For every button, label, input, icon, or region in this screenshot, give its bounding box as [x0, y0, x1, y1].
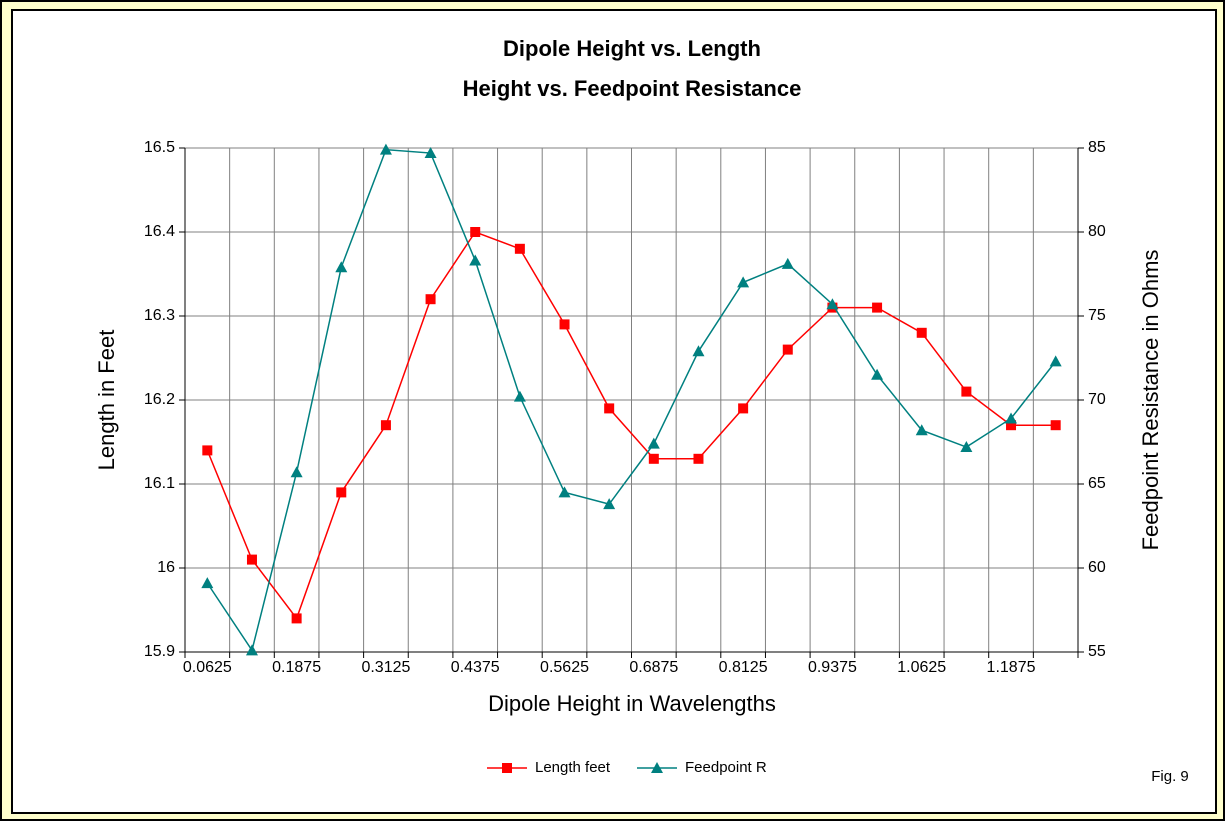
y2-tick-label: 80	[1088, 223, 1106, 240]
y-tick-label: 16.1	[144, 475, 175, 492]
chart-subtitle: Height vs. Feedpoint Resistance	[463, 76, 802, 101]
marker	[424, 147, 437, 159]
marker	[651, 762, 663, 773]
marker	[915, 424, 928, 436]
y2-tick-label: 75	[1088, 307, 1106, 324]
marker	[469, 254, 482, 266]
marker	[737, 276, 750, 288]
x-tick-label: 0.9375	[808, 659, 857, 676]
marker	[961, 386, 972, 397]
series-line	[206, 148, 1057, 653]
annotation: Fig. 9	[1151, 768, 1189, 785]
x-tick-label: 0.3125	[361, 659, 410, 676]
marker	[647, 437, 660, 449]
y2-tick-label: 55	[1088, 643, 1106, 660]
x-tick-label: 1.0625	[897, 659, 946, 676]
marker	[425, 294, 436, 305]
marker	[604, 403, 615, 414]
x-tick-label: 1.1875	[987, 659, 1036, 676]
x-tick-label: 0.6875	[629, 659, 678, 676]
marker	[826, 298, 839, 310]
x-tick-label: 0.8125	[719, 659, 768, 676]
y-tick-label: 16.3	[144, 307, 175, 324]
y2-tick-label: 65	[1088, 475, 1106, 492]
y-tick-label: 16.2	[144, 391, 175, 408]
marker	[1005, 412, 1018, 424]
marker	[559, 319, 570, 330]
y-tick-label: 15.9	[144, 643, 175, 660]
marker	[245, 644, 258, 656]
marker	[380, 420, 391, 431]
x-tick-label: 0.4375	[451, 659, 500, 676]
y2-tick-label: 85	[1088, 139, 1106, 156]
marker	[246, 554, 257, 565]
y2-tick-label: 60	[1088, 559, 1106, 576]
y2-tick-label: 70	[1088, 391, 1106, 408]
series-line	[206, 231, 1056, 620]
marker	[379, 143, 392, 155]
marker	[201, 577, 214, 589]
marker	[513, 390, 526, 402]
y-tick-label: 16.4	[144, 223, 175, 240]
marker	[336, 487, 347, 498]
marker	[693, 453, 704, 464]
y-tick-label: 16	[157, 559, 175, 576]
y-axis-label: Length in Feet	[94, 330, 119, 471]
marker	[603, 498, 616, 510]
x-tick-label: 0.1875	[272, 659, 321, 676]
legend-label: Length feet	[535, 759, 611, 776]
marker	[781, 257, 794, 269]
marker	[1050, 420, 1061, 431]
x-tick-label: 0.0625	[183, 659, 232, 676]
y2-axis-label: Feedpoint Resistance in Ohms	[1138, 250, 1163, 551]
x-axis-label: Dipole Height in Wavelengths	[488, 691, 776, 716]
marker	[738, 403, 749, 414]
marker	[872, 302, 883, 313]
marker	[782, 344, 793, 355]
y-tick-label: 16.5	[144, 139, 175, 156]
marker	[470, 227, 481, 237]
marker	[290, 466, 303, 478]
marker	[648, 453, 659, 464]
marker	[692, 345, 705, 357]
marker	[514, 243, 525, 254]
marker	[291, 613, 302, 624]
x-tick-label: 0.5625	[540, 659, 589, 676]
marker	[335, 261, 348, 273]
marker	[1049, 355, 1062, 367]
marker	[960, 441, 973, 453]
marker	[916, 327, 927, 338]
marker	[558, 486, 571, 498]
marker	[871, 368, 884, 380]
marker	[1006, 420, 1017, 431]
marker	[502, 763, 512, 773]
marker	[202, 445, 213, 456]
legend-label: Feedpoint R	[685, 759, 767, 776]
chart-title: Dipole Height vs. Length	[503, 36, 761, 61]
